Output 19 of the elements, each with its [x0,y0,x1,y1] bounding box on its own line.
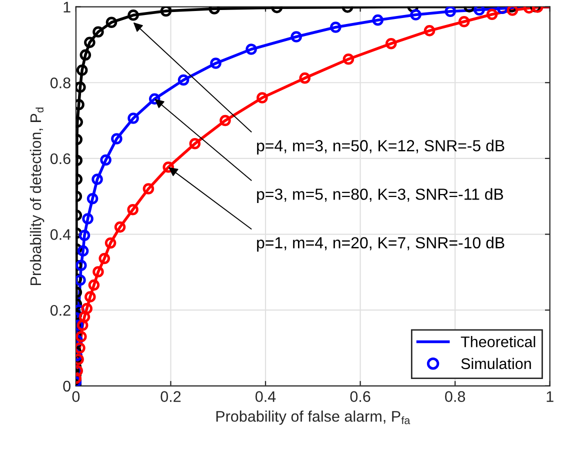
x-axis-title: Probability of false alarm, P$_{fa}$ [216,410,410,425]
legend-label: Simulation [461,358,531,370]
y-tick-label: 1 [64,2,70,12]
x-tick-label: 0 [72,391,80,402]
y-tick-label: 0 [63,380,70,392]
annotation: p=4, m=3, n=50, K=12, SNR=-5 dB [257,140,504,155]
y-tick-label: 0.2 [50,304,70,316]
x-tick-label: 0.4 [255,391,276,402]
x-tick-label: 0.8 [445,391,466,402]
y-tick-label: 0.4 [50,229,71,240]
x-tick-label: 0.6 [350,391,370,402]
y-axis-title: Probability of detection, P$_{d}$ [30,108,44,286]
x-tick-label: 0.2 [160,391,181,402]
y-tick-label: 0.6 [50,153,70,164]
legend-label: Theoretical [460,336,536,348]
y-tick-label: 0.8 [50,77,70,88]
annotation: p=1, m=4, n=20, K=7, SNR=-10 dB [257,236,504,252]
x-tick-label: 1 [546,391,554,402]
annotation: p=3, m=5, n=80, K=3, SNR=-11 dB [257,188,504,204]
